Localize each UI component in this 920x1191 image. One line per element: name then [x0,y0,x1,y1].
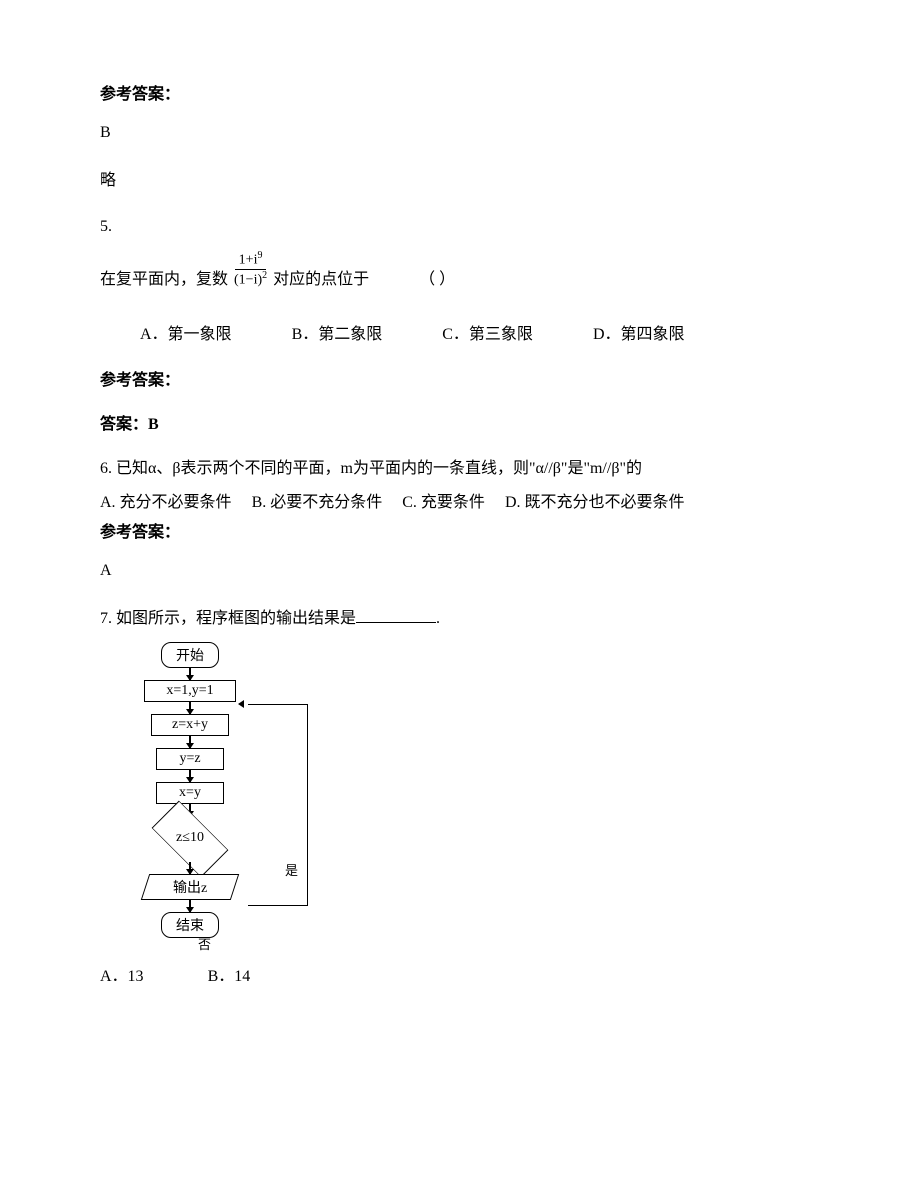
q7-blank [356,609,436,623]
q6-opt-d: D. 既不充分也不必要条件 [505,494,685,511]
fc-step2: y=z [156,748,224,770]
q7-post: . [436,610,440,627]
q5-opt-a: A．第一象限 [140,320,232,344]
q5-frac-den-base: (1−i) [234,273,262,288]
q5-opt-b: B．第二象限 [292,320,383,344]
q5-paren: （ ） [419,264,455,296]
q7-opt-b: B．14 [208,968,251,985]
q6-stem: 6. 已知α、β表示两个不同的平面，m为平面内的一条直线，则"α//β"是"m/… [100,454,820,484]
q6-options: A. 充分不必要条件 B. 必要不充分条件 C. 充要条件 D. 既不充分也不必… [100,488,820,512]
q6-answer: A [100,562,820,580]
q5-opt-c: C．第三象限 [442,320,533,344]
fc-arrow [189,862,191,874]
fc-start: 开始 [161,642,219,668]
q5-answer: B [148,416,159,433]
q5-options: A．第一象限 B．第二象限 C．第三象限 D．第四象限 [100,320,820,344]
fc-arrow [189,900,191,912]
flowchart: 开始 x=1,y=1 z=x+y y=z x=y z≤10 输出z 结束 是 否 [120,642,320,938]
fc-init: x=1,y=1 [144,680,236,702]
q4-answer: B [100,124,820,142]
fc-arrow [189,770,191,782]
q5-answer-label: 答案： [100,416,148,433]
q5-frac-num-sup: 9 [257,250,262,261]
fc-arrow [189,736,191,748]
q7-pre: 7. 如图所示，程序框图的输出结果是 [100,610,356,627]
q6-opt-a: A. 充分不必要条件 [100,494,232,511]
fc-arrow [189,702,191,714]
q6-answer-heading: 参考答案： [100,518,820,542]
q5-frac-den-sup: 2 [262,270,267,281]
fc-step3: x=y [156,782,224,804]
q4-brief: 略 [100,166,820,190]
fc-no-label: 否 [198,934,211,953]
q5-post: 对应的点位于 [273,264,369,296]
q7-stem: 7. 如图所示，程序框图的输出结果是. [100,604,820,628]
q7-options: A．13 B．14 [100,962,820,986]
q5-opt-d: D．第四象限 [593,320,685,344]
q5-stem: 在复平面内，复数 1+i9 (1−i)2 对应的点位于 （ ） [100,256,820,296]
q5-answer-line: 答案：B [100,410,820,434]
q6-opt-c: C. 充要条件 [402,494,485,511]
fc-loop-arrowhead [238,700,244,708]
fc-arrow [189,668,191,680]
q6-opt-b: B. 必要不充分条件 [252,494,383,511]
q5-answer-heading: 参考答案： [100,366,820,390]
q5-pre: 在复平面内，复数 [100,264,228,296]
q5-frac-den: (1−i)2 [230,270,271,289]
fc-cond: z≤10 [135,830,245,846]
fc-yes-label: 是 [285,860,298,879]
fc-output: 输出z [141,874,239,900]
q5-frac-num: 1+i9 [235,250,267,270]
q5-frac-num-base: 1+i [239,253,258,268]
q7-opt-a: A．13 [100,968,144,985]
q5-fraction: 1+i9 (1−i)2 [230,250,271,290]
answer-heading: 参考答案： [100,80,820,104]
fc-loop-line [248,704,308,906]
fc-output-label: 输出z [173,877,207,897]
fc-step1: z=x+y [151,714,229,736]
fc-decision: z≤10 [135,816,245,862]
q5-number: 5. [100,218,820,236]
